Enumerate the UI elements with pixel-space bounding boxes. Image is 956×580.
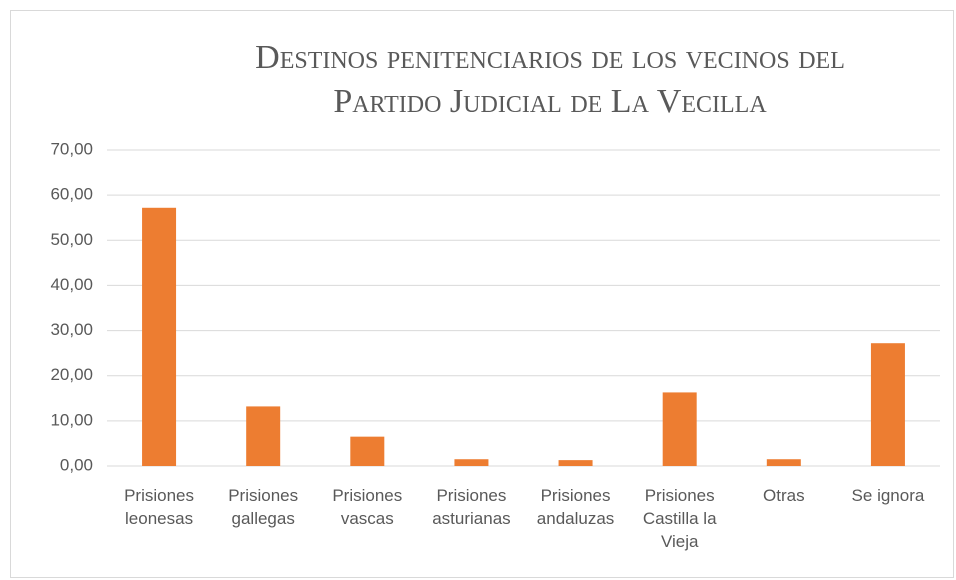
bar [454,459,489,466]
chart-title: Destinos penitenciarios de los vecinos d… [255,39,845,120]
x-tick-label: Prisiones Castilla la Vieja [642,486,717,551]
x-tick-label: Se ignora [851,486,925,505]
bar [142,207,177,467]
bar [350,436,385,466]
y-tick-label: 70,00 [50,139,93,158]
y-tick-label: 40,00 [50,275,93,294]
y-tick-label: 0,00 [60,455,93,474]
x-tick-label: Prisiones asturianas [432,486,511,528]
bar [766,459,801,466]
bar [246,406,281,466]
y-tick-label: 60,00 [50,185,93,204]
x-tick-label: Otras [763,486,805,505]
x-tick-label: Prisiones andaluzas [536,486,615,528]
x-tick-label: Prisiones vascas [332,486,403,528]
bar [662,392,697,466]
x-tick-label: Prisiones leonesas [124,486,195,528]
bar [870,343,905,466]
chart-frame [10,10,954,578]
y-tick-label: 10,00 [50,410,93,429]
y-tick-label: 50,00 [50,230,93,249]
y-tick-label: 20,00 [50,365,93,384]
x-tick-label: Prisiones gallegas [228,486,299,528]
y-tick-label: 30,00 [50,320,93,339]
bar [558,460,593,466]
